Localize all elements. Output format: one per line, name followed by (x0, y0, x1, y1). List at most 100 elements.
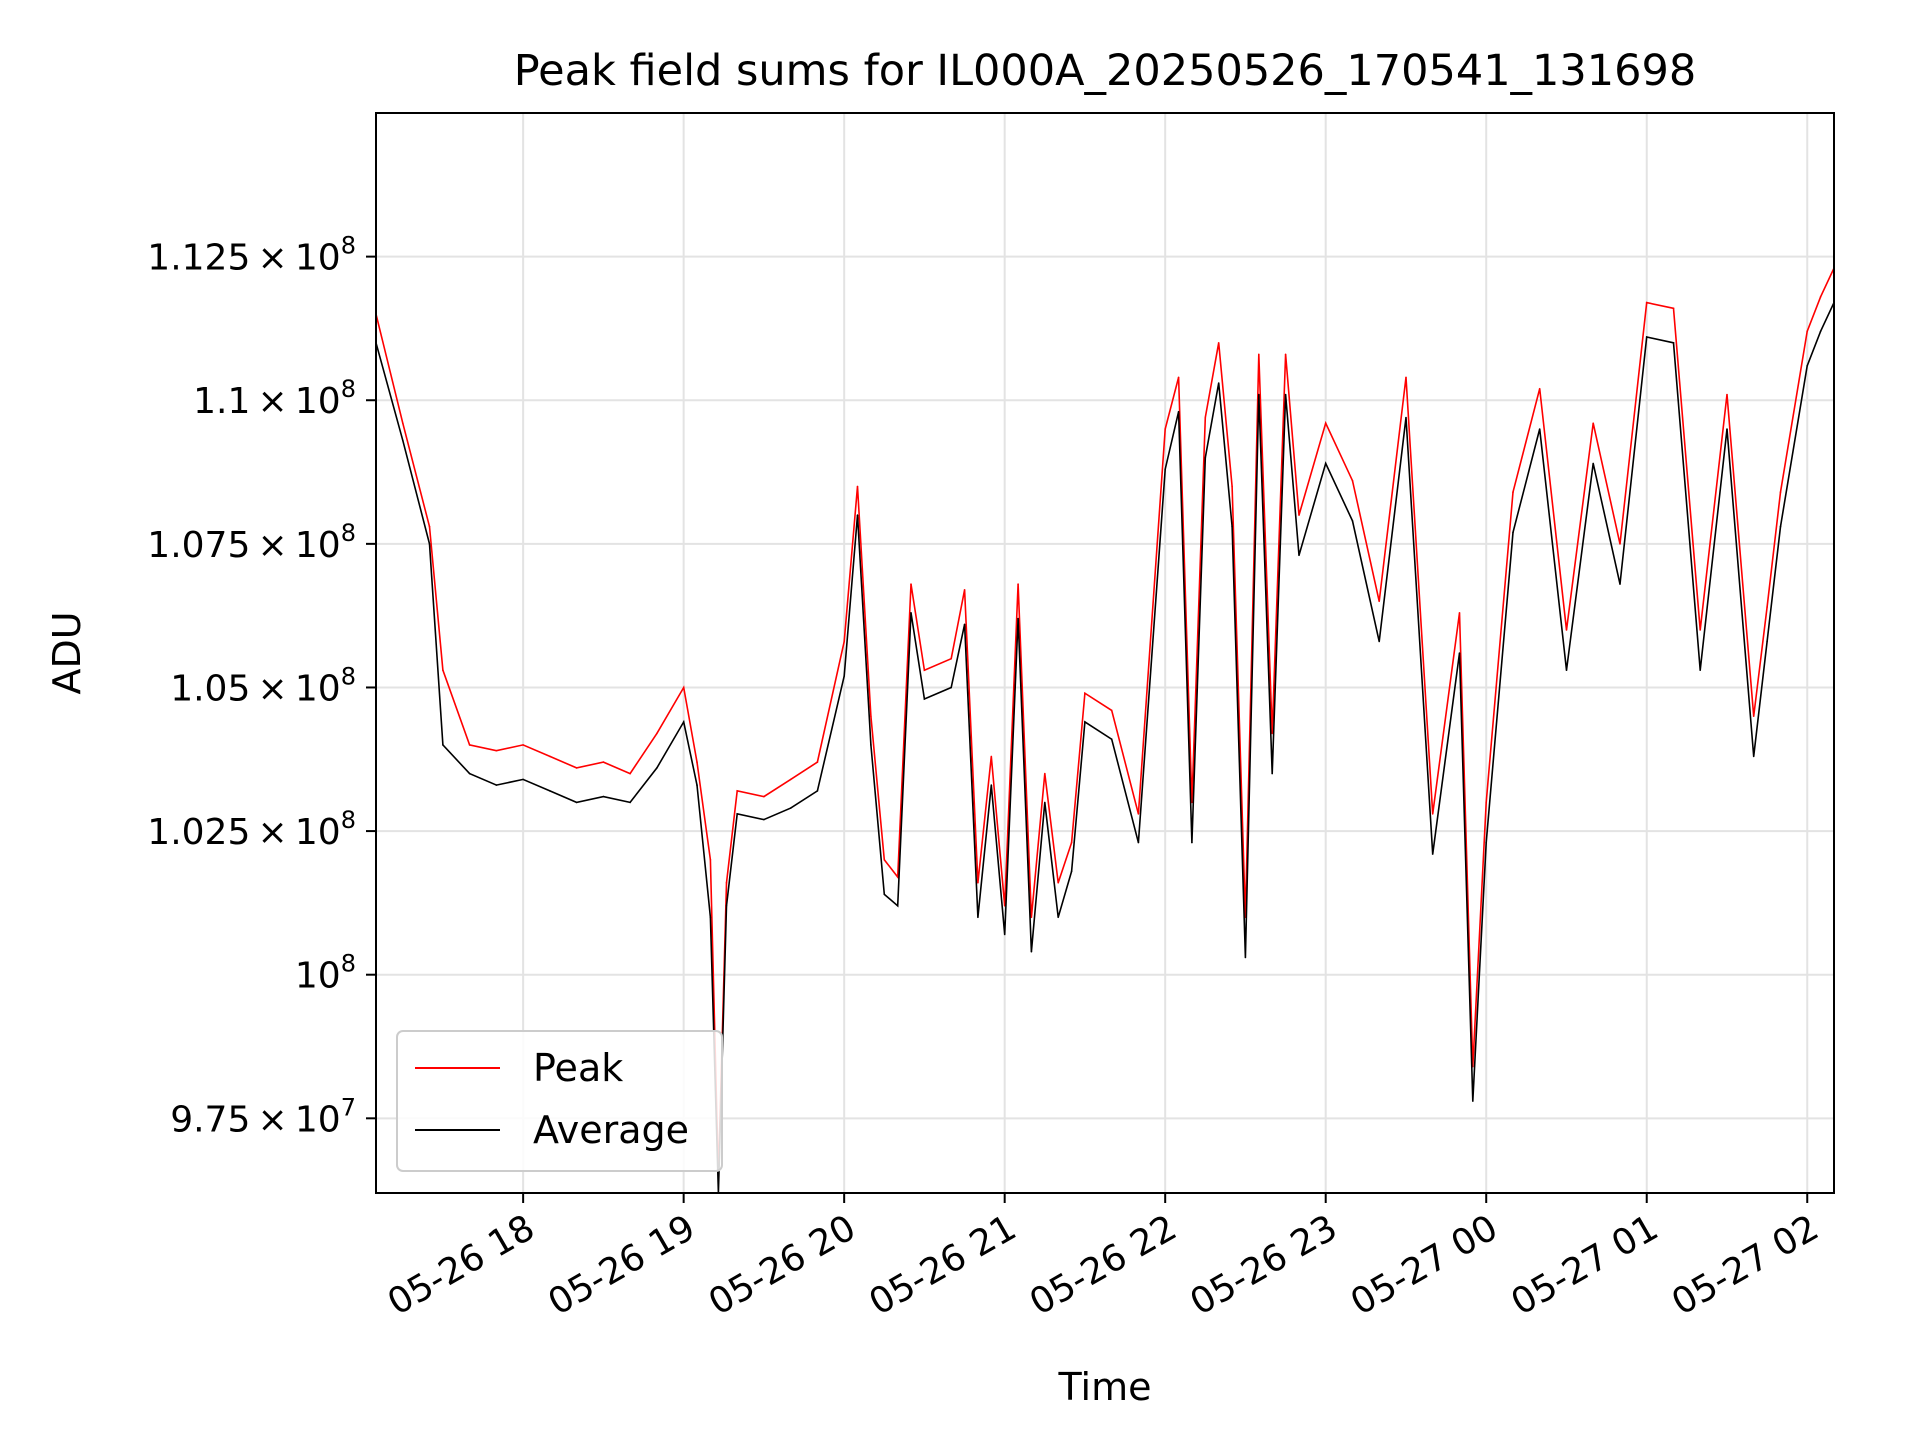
data-point-average (1003, 933, 1006, 936)
data-point-peak (1766, 606, 1768, 608)
data-point-peak (1217, 342, 1220, 344)
data-point-average (1512, 531, 1514, 534)
data-point-average (602, 795, 605, 798)
data-point-peak (1726, 393, 1728, 396)
data-point-average (696, 784, 698, 786)
y-tick-label: 1.1 × 108 (193, 375, 356, 422)
data-point-peak (1204, 416, 1207, 419)
data-point-peak (696, 761, 698, 763)
data-point-average (1191, 841, 1193, 844)
data-point-peak (1057, 882, 1059, 884)
data-point-average (910, 612, 912, 614)
data-point-average (1458, 652, 1461, 654)
data-point-peak (682, 686, 685, 689)
data-point-peak (1177, 376, 1180, 379)
data-point-peak (1431, 813, 1434, 815)
data-point-peak (1030, 916, 1033, 919)
data-point-peak (843, 640, 845, 643)
data-point-average (1538, 428, 1541, 430)
data-point-average (1164, 468, 1166, 471)
y-tick-base: 1.1 × 10 (193, 381, 341, 422)
data-point-peak (1485, 801, 1487, 804)
data-point-peak (468, 744, 471, 746)
legend-label-average: Average (533, 1108, 689, 1152)
data-point-average (990, 784, 993, 786)
data-point-average (428, 543, 431, 545)
grid (376, 113, 1834, 1193)
y-tick-base: 1.025 × 10 (147, 812, 340, 853)
data-point-average (816, 790, 819, 792)
y-tick-exponent: 8 (341, 806, 356, 834)
data-point-peak (1699, 629, 1701, 631)
data-point-peak (1565, 629, 1568, 631)
plot-lines (376, 267, 1834, 1193)
data-point-average (1619, 583, 1621, 585)
data-point-average (843, 675, 845, 677)
data-point-average (656, 767, 658, 769)
data-point-peak (950, 657, 952, 660)
legend-label-peak: Peak (533, 1046, 623, 1090)
data-point-peak (763, 795, 765, 798)
data-point-average (442, 744, 444, 746)
data-point-average (1431, 853, 1434, 855)
data-point-peak (1258, 353, 1260, 356)
data-point-average (1231, 525, 1233, 528)
data-point-peak (1164, 428, 1166, 430)
data-point-peak (923, 669, 926, 671)
data-point-peak (629, 772, 631, 775)
y-tick-base: 1.075 × 10 (147, 525, 340, 566)
data-point-average (963, 623, 966, 626)
data-point-average (468, 772, 471, 775)
data-point-average (1137, 841, 1140, 844)
y-tick-base: 10 (295, 956, 341, 997)
data-point-peak (736, 790, 738, 792)
data-point-average (1204, 456, 1207, 459)
data-point-peak (1458, 612, 1461, 614)
y-tick-exponent: 8 (341, 519, 356, 547)
data-point-average (856, 514, 859, 516)
data-point-average (1378, 640, 1380, 643)
y-tick-label: 1.05 × 108 (170, 662, 356, 709)
data-point-peak (495, 749, 498, 752)
data-point-average (1110, 738, 1113, 740)
data-point-average (1298, 554, 1300, 557)
x-axis-label: Time (1058, 1365, 1152, 1409)
data-point-average (1779, 525, 1782, 528)
data-point-average (1217, 382, 1220, 384)
data-point-average (682, 721, 685, 723)
data-point-average (1271, 772, 1273, 775)
data-point-average (1699, 669, 1701, 671)
legend-box (396, 1030, 723, 1172)
plot-frame (375, 112, 1835, 1194)
data-point-peak (856, 485, 859, 488)
data-point-average (1766, 640, 1768, 643)
data-point-average (1645, 336, 1648, 338)
data-point-average (1752, 755, 1755, 758)
data-point-peak (1231, 485, 1233, 488)
data-point-average (709, 916, 712, 919)
y-axis-label: ADU (45, 611, 89, 694)
data-point-peak (1378, 600, 1380, 603)
y-tick-exponent: 7 (341, 1093, 356, 1121)
data-point-average (1057, 916, 1059, 919)
data-point-peak (1512, 491, 1514, 493)
data-point-average (1565, 669, 1568, 671)
data-point-peak (725, 882, 728, 884)
data-point-peak (816, 761, 819, 763)
data-point-average (1284, 393, 1287, 396)
data-point-average (896, 905, 899, 907)
data-point-peak (870, 715, 872, 717)
data-point-peak (1298, 514, 1300, 516)
data-point-peak (1819, 296, 1822, 298)
data-point-peak (656, 732, 658, 735)
data-point-peak (1672, 307, 1675, 310)
data-point-peak (1351, 479, 1354, 482)
legend: Peak Average (396, 1030, 723, 1172)
y-tick-label: 108 (295, 950, 356, 997)
data-point-average (1806, 365, 1808, 367)
y-tick-exponent: 8 (341, 375, 356, 403)
data-point-average (977, 916, 979, 919)
data-point-average (495, 784, 498, 786)
data-point-average (1405, 416, 1407, 419)
